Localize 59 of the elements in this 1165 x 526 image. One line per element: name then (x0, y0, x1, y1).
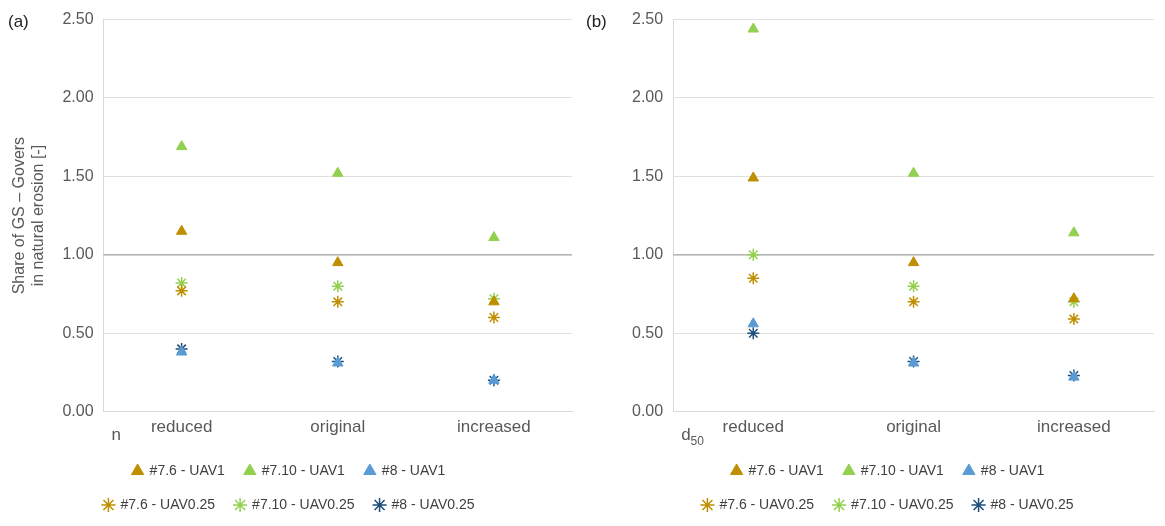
point (331, 295, 345, 309)
legend-label: #7.6 - UAV1 (149, 461, 226, 478)
x-tick-label: original (310, 417, 366, 437)
chart-title: (b) (586, 12, 607, 31)
point (487, 310, 501, 325)
y-tick-label: 1.00 (632, 245, 664, 263)
point (746, 248, 761, 262)
y-tick-label: 1.50 (632, 166, 664, 184)
point (488, 295, 500, 306)
point (332, 256, 344, 267)
x-tick-label: original (886, 417, 941, 437)
y-tick-label: 0.50 (632, 323, 664, 341)
x-tick-label: increased (457, 417, 531, 437)
x-tick-label: reduced (722, 417, 784, 437)
point (1068, 292, 1080, 303)
y-tick-label: 2.50 (632, 10, 664, 28)
point (906, 279, 921, 293)
point (747, 22, 759, 33)
point (747, 317, 759, 328)
y-tick-label: 0.00 (62, 402, 94, 420)
point (747, 171, 759, 182)
legend-label: #7.6 - UAV0.25 (719, 495, 815, 512)
point (746, 271, 761, 286)
point (332, 166, 344, 177)
chart-title: (a) (8, 12, 29, 31)
y-tick-label: 2.00 (62, 88, 94, 106)
point (1068, 226, 1080, 237)
y-tick-label: 1.00 (62, 245, 94, 263)
legend-label: #8 - UAV1 (980, 461, 1045, 478)
y-tick-label: 2.00 (632, 88, 664, 106)
legend-label: #7.10 - UAV0.25 (252, 495, 355, 512)
point (907, 256, 920, 267)
y-tick-label: 0.00 (632, 402, 664, 420)
legend-label: #7.10 - UAV1 (860, 461, 945, 478)
legend-label: #7.10 - UAV1 (261, 461, 346, 478)
point (175, 224, 188, 235)
point (174, 284, 189, 298)
legend-label: #7.6 - UAV0.25 (120, 495, 216, 512)
y-tick-label: 1.50 (62, 166, 94, 184)
legend-label: #8 - UAV1 (381, 461, 446, 478)
point (488, 231, 500, 242)
point (175, 140, 188, 151)
x-tick-label: reduced (150, 417, 213, 437)
point (1067, 312, 1081, 326)
legend-label: #7.10 - UAV0.25 (851, 495, 954, 512)
point (174, 276, 189, 290)
x-axis-title: n (111, 425, 122, 444)
y-tick-label: 2.50 (62, 10, 94, 28)
legend-label: #7.6 - UAV1 (748, 461, 825, 478)
point (1067, 295, 1081, 309)
point (746, 326, 761, 340)
legend-label: #8 - UAV0.25 (391, 495, 475, 512)
legend-label: #8 - UAV0.25 (990, 495, 1074, 512)
point (907, 166, 920, 177)
y-axis-title: Share of GS – Govers in natural erosion [-] (10, 136, 47, 295)
point (331, 279, 345, 293)
point (906, 295, 921, 309)
x-tick-label: increased (1037, 417, 1111, 437)
y-tick-label: 0.50 (62, 323, 94, 341)
